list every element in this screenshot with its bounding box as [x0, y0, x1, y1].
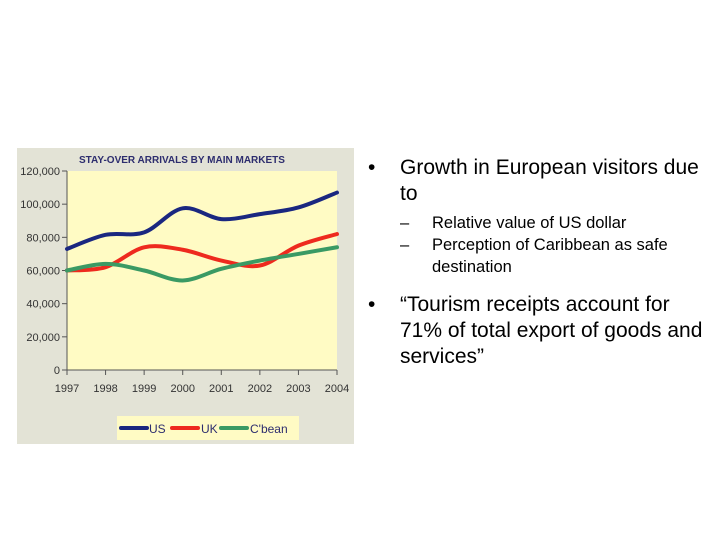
bullet-glyph: • [368, 293, 376, 316]
sub-bullet-text-caribbean-perception: Perception of Caribbean as safe destinat… [432, 236, 668, 276]
y-tick-label: 60,000 [26, 266, 60, 278]
chart-panel: STAY-OVER ARRIVALS BY MAIN MARKETS 120,00… [17, 148, 354, 444]
y-tick-label: 100,000 [20, 199, 60, 211]
x-tick-label: 2001 [209, 383, 233, 395]
y-tick-label: 120,000 [20, 166, 60, 178]
series-line-us [65, 190, 339, 251]
y-tick-label: 80,000 [26, 232, 60, 244]
dash-glyph: – [400, 236, 410, 254]
bullet-text-european-growth: Growth in European visitors due to [400, 156, 699, 205]
legend-label-c-bean: C'bean [250, 422, 288, 436]
sub-bullet-text-us-dollar: Relative value of US dollar [432, 214, 627, 232]
y-tick-label: 20,000 [26, 332, 60, 344]
y-tick-label: 40,000 [26, 299, 60, 311]
x-tick-label: 2000 [170, 383, 194, 395]
sub-bullet-caribbean-perception: – Perception of Caribbean as safe destin… [368, 234, 708, 278]
x-tick-label: 1997 [55, 383, 79, 395]
x-tick-label: 1998 [93, 383, 117, 395]
x-tick-label: 1999 [132, 383, 156, 395]
legend-label-uk: UK [201, 422, 218, 436]
bullet-text-tourism-receipts: “Tourism receipts account for 71% of tot… [400, 293, 703, 368]
series-line-c-bean [65, 245, 339, 283]
chart-title: STAY-OVER ARRIVALS BY MAIN MARKETS [79, 155, 285, 166]
plot-area [67, 171, 337, 370]
x-tick-label: 2002 [248, 383, 272, 395]
y-tick-label: 0 [54, 365, 60, 377]
bullet-european-growth: • Growth in European visitors due to [368, 155, 708, 207]
bullet-list: • Growth in European visitors due to – R… [368, 155, 708, 370]
stay-over-arrivals-chart: STAY-OVER ARRIVALS BY MAIN MARKETS 120,00… [20, 155, 349, 440]
sub-bullet-us-dollar: – Relative value of US dollar [368, 212, 708, 234]
legend-label-us: US [149, 422, 166, 436]
x-tick-label: 2003 [286, 383, 310, 395]
bullet-glyph: • [368, 156, 376, 179]
dash-glyph: – [400, 214, 410, 232]
x-tick-label: 2004 [325, 383, 349, 395]
bullet-tourism-receipts: • “Tourism receipts account for 71% of t… [368, 292, 708, 370]
